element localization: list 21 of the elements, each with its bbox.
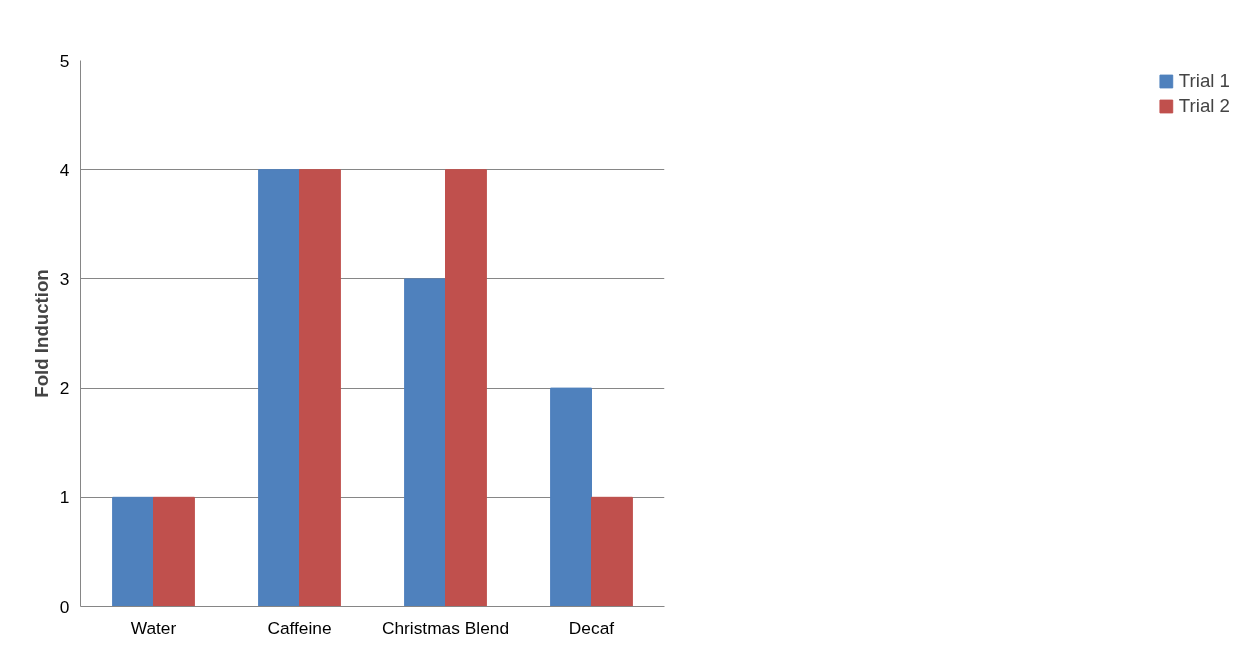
- x-tick-label: Decaf: [568, 617, 615, 638]
- legend-label: Trial 2: [1178, 95, 1230, 117]
- bar: [153, 496, 195, 607]
- bar: [112, 496, 154, 607]
- x-tick-label: Christmas Blend: [381, 617, 510, 638]
- y-tick-label: 2: [59, 378, 70, 399]
- y-tick-label: 0: [59, 596, 70, 617]
- y-tick-label: 5: [59, 50, 70, 71]
- x-tick-label: Caffeine: [267, 617, 332, 638]
- bar: [404, 278, 446, 607]
- x-tick-label: Water: [130, 617, 177, 638]
- y-axis-title: Fold Induction: [30, 269, 52, 398]
- bar: [258, 169, 300, 607]
- bar: [445, 169, 487, 607]
- y-tick-label: 4: [59, 159, 70, 180]
- legend-label: Trial 1: [1178, 70, 1230, 92]
- y-tick-label: 1: [59, 487, 70, 508]
- bar: [550, 387, 592, 607]
- y-tick-label: 3: [59, 268, 70, 289]
- bar: [591, 496, 633, 607]
- bar: [299, 169, 341, 607]
